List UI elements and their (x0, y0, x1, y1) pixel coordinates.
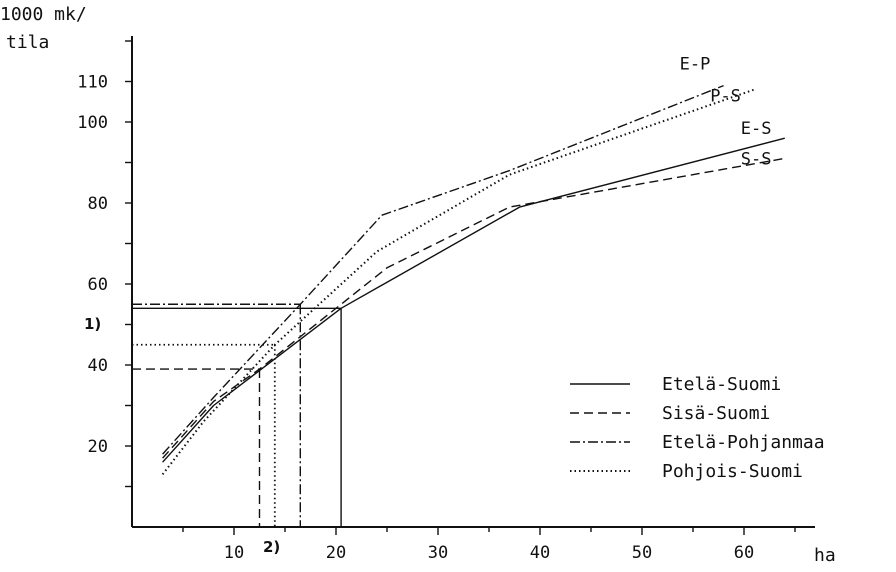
x-tick-label: 60 (734, 543, 754, 563)
x-tick-label: 30 (428, 543, 448, 563)
x-axis-label: ha (814, 545, 836, 566)
x-tick-label: 10 (224, 543, 244, 563)
series-lines: E-S S-S E-P P-S (161, 55, 785, 476)
series-line-sisa-suomi (162, 157, 785, 459)
y-tick-label: 20 (88, 437, 108, 457)
y-tick-label: 110 (77, 73, 108, 93)
legend: Etelä-Suomi Sisä-Suomi Etelä-Pohjanmaa P… (570, 374, 825, 482)
note-2: 2) (263, 538, 280, 556)
x-tick-label: 40 (530, 543, 550, 563)
reference-lines (132, 303, 342, 527)
legend-label-pohjois-suomi: Pohjois-Suomi (662, 461, 803, 482)
y-tick-label: 60 (88, 275, 108, 295)
series-end-label-sisa-suomi: S-S (741, 149, 772, 169)
legend-label-etela-pohjanmaa: Etelä-Pohjanmaa (662, 432, 825, 453)
ticks: 10 20 30 40 50 60 20 40 60 80 100 110 (77, 40, 796, 563)
series-line-etela-suomi (162, 137, 785, 463)
series-end-label-etela-suomi: E-S (741, 119, 772, 139)
y-axis-label-line-2: tila (6, 32, 49, 53)
series-end-label-pohjois-suomi: P-S (710, 87, 741, 107)
y-axis-label-line-1: 1000 mk/ (0, 4, 87, 25)
y-tick-label: 80 (88, 194, 108, 214)
y-tick-label: 100 (77, 113, 108, 133)
x-tick-label: 20 (326, 543, 346, 563)
axes (131, 36, 815, 528)
y-tick-label: 40 (88, 356, 108, 376)
series-end-label-etela-pohjanmaa: E-P (680, 55, 711, 75)
legend-label-etela-suomi: Etelä-Suomi (662, 374, 781, 395)
series-line-etela-pohjanmaa (162, 84, 724, 455)
legend-label-sisa-suomi: Sisä-Suomi (662, 403, 770, 424)
note-1: 1) (84, 315, 101, 333)
x-tick-label: 50 (632, 543, 652, 563)
